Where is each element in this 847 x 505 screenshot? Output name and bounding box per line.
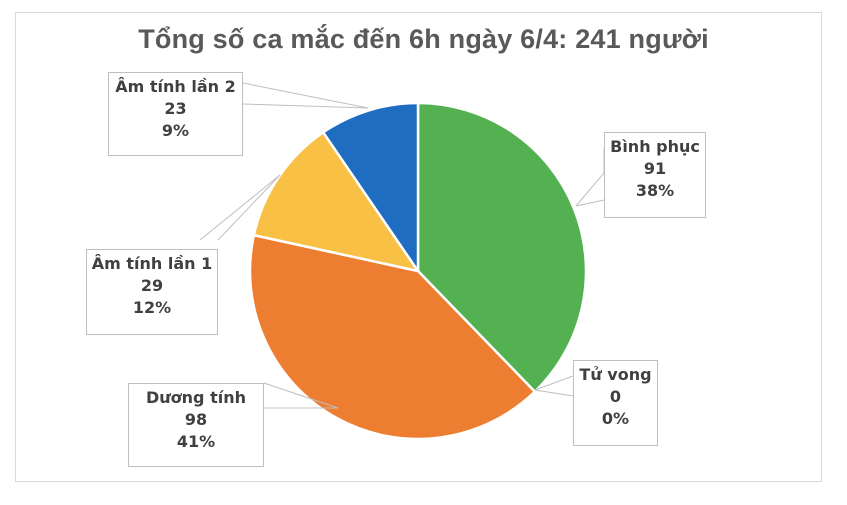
label-percent: 12% [132,298,172,317]
label-category: Dương tính [146,388,246,407]
data-label-binh-phuc: Bình phục 91 38% [604,132,706,218]
label-value: 29 [140,276,164,295]
label-category: Âm tính lần 1 [91,254,213,273]
leader-am-tinh-2 [242,82,369,109]
data-label-duong-tinh: Dương tính 98 41% [128,383,264,467]
leader-binh-phuc-2 [575,199,605,207]
pie-slices [248,101,588,441]
label-category: Âm tính lần 2 [115,77,236,96]
pie-slice-dương-tính [248,233,537,441]
label-percent: 38% [635,181,675,200]
label-category: Bình phục [610,137,700,156]
label-value: 0 [609,387,622,406]
label-value: 91 [643,159,667,178]
leader-tu-vong [534,375,574,391]
data-label-tu-vong: Tử vong 0 0% [573,360,658,446]
leader-tu-vong-2 [534,389,574,397]
pie-slice-bình-phục [416,101,588,393]
leader-am-tinh-2-2 [242,103,369,109]
pie-slice-âm-tính-lần-1 [252,131,420,273]
data-label-am-tinh-2: Âm tính lần 2 23 9% [108,72,243,156]
leader-binh-phuc [575,148,605,207]
pie-slice-âm-tính-lần-2 [321,101,420,273]
data-label-am-tinh-1: Âm tính lần 1 29 12% [86,249,218,335]
label-percent: 9% [161,121,190,140]
leader-am-tinh-1 [217,174,281,241]
label-value: 98 [184,410,208,429]
chart-title: Tổng số ca mắc đến 6h ngày 6/4: 241 ngườ… [138,24,709,54]
leader-duong-tinh [263,382,339,409]
label-percent: 41% [176,432,216,451]
label-value: 23 [164,99,187,118]
leader-am-tinh-1-2 [199,174,281,241]
label-category: Tử vong [579,365,652,384]
label-percent: 0% [601,409,630,428]
